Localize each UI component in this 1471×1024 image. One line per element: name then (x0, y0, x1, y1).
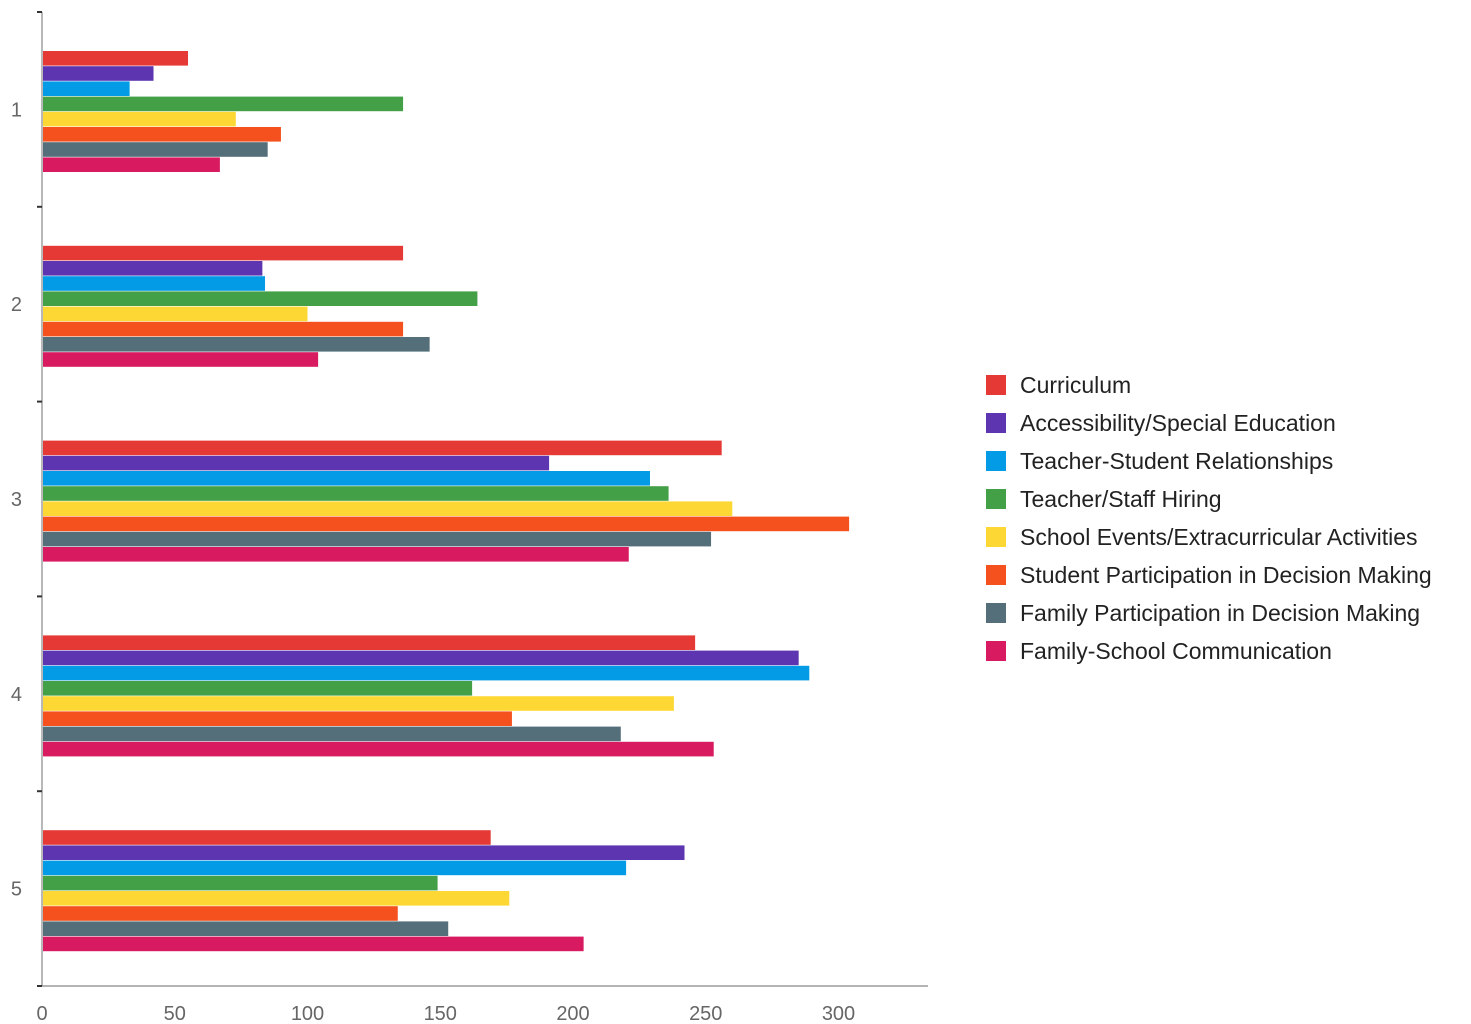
bar (43, 531, 712, 547)
bar (43, 352, 319, 367)
legend-item[interactable]: Family-School Communication (986, 632, 1432, 670)
bar (43, 51, 189, 66)
bar (43, 845, 685, 860)
bar (43, 501, 733, 516)
y-tick-label: 5 (11, 879, 22, 901)
bar (43, 696, 674, 711)
legend-item[interactable]: Accessibility/Special Education (986, 404, 1432, 442)
bar (43, 906, 398, 921)
tick-labels: 0 50 100 150 200 250 300 1 2 3 4 5 (11, 99, 855, 1024)
legend-swatch (986, 527, 1006, 547)
bar (43, 681, 473, 696)
bar (43, 471, 650, 486)
bar (43, 516, 850, 532)
bar (43, 455, 550, 471)
bar (43, 127, 281, 142)
x-tick-label: 150 (424, 1003, 457, 1024)
legend-item[interactable]: Curriculum (986, 366, 1432, 404)
y-tick-label: 1 (11, 99, 22, 121)
bar (43, 306, 308, 322)
x-tick-label: 50 (164, 1003, 186, 1024)
legend-label: Accessibility/Special Education (1020, 409, 1336, 436)
bar (43, 726, 621, 742)
bar (43, 291, 478, 306)
bar (43, 875, 438, 891)
legend-swatch (986, 413, 1006, 433)
bars (43, 51, 850, 952)
x-tick-label: 300 (822, 1003, 855, 1024)
legend-label: Teacher/Staff Hiring (1020, 485, 1222, 512)
bar (43, 936, 584, 952)
bar (43, 486, 669, 501)
bar (43, 261, 263, 276)
y-tick-label: 3 (11, 489, 22, 511)
bar (43, 440, 722, 456)
bar (43, 81, 130, 96)
bar (43, 547, 629, 562)
legend: Curriculum Accessibility/Special Educatio… (986, 366, 1432, 670)
legend-swatch (986, 375, 1006, 395)
legend-swatch (986, 641, 1006, 661)
y-tick-label: 4 (11, 684, 22, 706)
legend-swatch (986, 565, 1006, 585)
x-tick-label: 200 (556, 1003, 589, 1024)
bar (43, 111, 236, 127)
bar (43, 860, 627, 876)
bar (43, 711, 512, 726)
bar (43, 157, 220, 172)
legend-swatch (986, 489, 1006, 509)
bar (43, 66, 154, 81)
legend-label: Family Participation in Decision Making (1020, 599, 1421, 626)
x-tick-label: 0 (36, 1003, 47, 1024)
bar (43, 830, 491, 845)
legend-label: Student Participation in Decision Making (1020, 561, 1432, 588)
y-tick-label: 2 (11, 294, 22, 316)
bar (43, 142, 268, 157)
bar (43, 276, 266, 291)
legend-label: School Events/Extracurricular Activities (1020, 523, 1418, 550)
axes (37, 11, 928, 987)
legend-item[interactable]: Teacher-Student Relationships (986, 442, 1432, 480)
bar (43, 741, 714, 757)
x-tick-label: 100 (291, 1003, 324, 1024)
legend-item[interactable]: School Events/Extracurricular Activities (986, 518, 1432, 556)
bar (43, 921, 449, 936)
bar (43, 337, 430, 352)
legend-item[interactable]: Family Participation in Decision Making (986, 594, 1432, 632)
bar (43, 635, 696, 650)
bar (43, 96, 404, 112)
legend-item[interactable]: Student Participation in Decision Making (986, 556, 1432, 594)
legend-label: Curriculum (1020, 371, 1132, 398)
bar (43, 650, 799, 666)
bar (43, 665, 810, 681)
x-tick-label: 250 (689, 1003, 722, 1024)
legend-swatch (986, 451, 1006, 471)
legend-label: Teacher-Student Relationships (1020, 447, 1334, 474)
bar (43, 321, 404, 337)
legend-item[interactable]: Teacher/Staff Hiring (986, 480, 1432, 518)
legend-label: Family-School Communication (1020, 637, 1332, 664)
legend-swatch (986, 603, 1006, 623)
bar (43, 891, 510, 906)
bar (43, 245, 404, 261)
